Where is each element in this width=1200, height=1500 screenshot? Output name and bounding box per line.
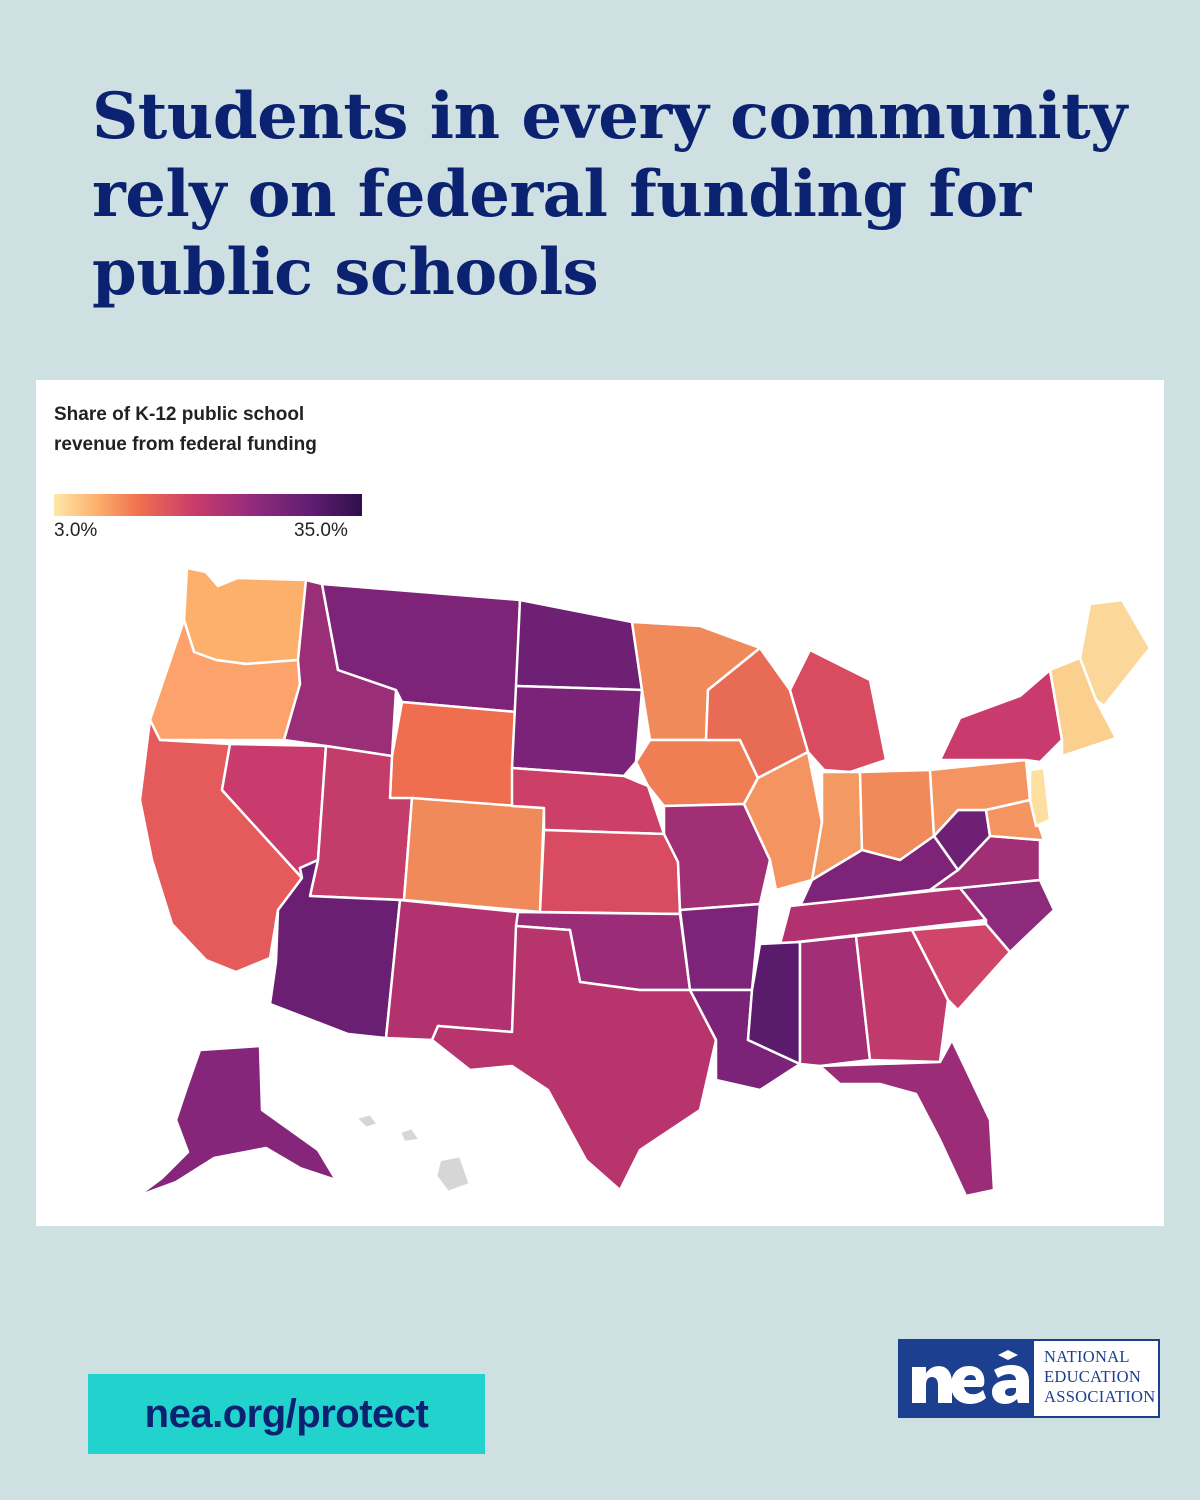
region-maryland bbox=[984, 798, 1046, 842]
logo-word-association: ASSOCIATION bbox=[1044, 1387, 1156, 1406]
region-new-mexico bbox=[384, 898, 520, 1042]
page-headline: Students in every community rely on fede… bbox=[92, 79, 1127, 310]
nea-lettermark-icon bbox=[912, 1350, 1029, 1404]
nea-logo-wordmark: NATIONAL EDUCATION ASSOCIATION bbox=[1044, 1347, 1155, 1407]
map-card: Share of K-12 public school revenue from… bbox=[36, 380, 1164, 1226]
nea-logo: NATIONAL EDUCATION ASSOCIATION bbox=[898, 1339, 1160, 1418]
region-michigan bbox=[788, 648, 888, 774]
region-iowa bbox=[634, 738, 760, 808]
legend-max-label: 35.0% bbox=[294, 520, 348, 541]
region-north-dakota bbox=[514, 598, 644, 692]
url-link[interactable]: nea.org/protect bbox=[144, 1391, 429, 1436]
region-kansas bbox=[538, 828, 682, 916]
region-wyoming bbox=[388, 700, 518, 808]
region-florida bbox=[818, 1038, 996, 1198]
nea-logo-mark bbox=[900, 1341, 1034, 1416]
legend-min-label: 3.0% bbox=[54, 520, 98, 541]
region-alaska bbox=[136, 1044, 338, 1198]
region-arkansas bbox=[678, 902, 762, 992]
url-badge[interactable]: nea.org/protect bbox=[88, 1374, 485, 1454]
region-hawaii bbox=[354, 1112, 472, 1194]
legend-title: Share of K-12 public school revenue from… bbox=[54, 404, 317, 455]
region-south-carolina bbox=[910, 922, 1012, 1012]
region-alabama bbox=[798, 934, 872, 1068]
region-illinois bbox=[742, 750, 824, 892]
region-washington bbox=[182, 566, 308, 666]
legend-color-scale bbox=[54, 494, 362, 516]
us-choropleth-map bbox=[136, 566, 1152, 1198]
region-new-york bbox=[938, 668, 1064, 764]
logo-word-education: EDUCATION bbox=[1044, 1367, 1142, 1386]
logo-word-national: NATIONAL bbox=[1044, 1347, 1130, 1366]
region-south-dakota bbox=[510, 684, 644, 778]
region-georgia bbox=[854, 928, 950, 1064]
region-mississippi bbox=[746, 940, 802, 1066]
region-colorado bbox=[402, 796, 546, 914]
region-maine bbox=[1078, 598, 1152, 708]
region-new-jersey bbox=[1028, 766, 1052, 828]
region-texas bbox=[430, 924, 718, 1192]
